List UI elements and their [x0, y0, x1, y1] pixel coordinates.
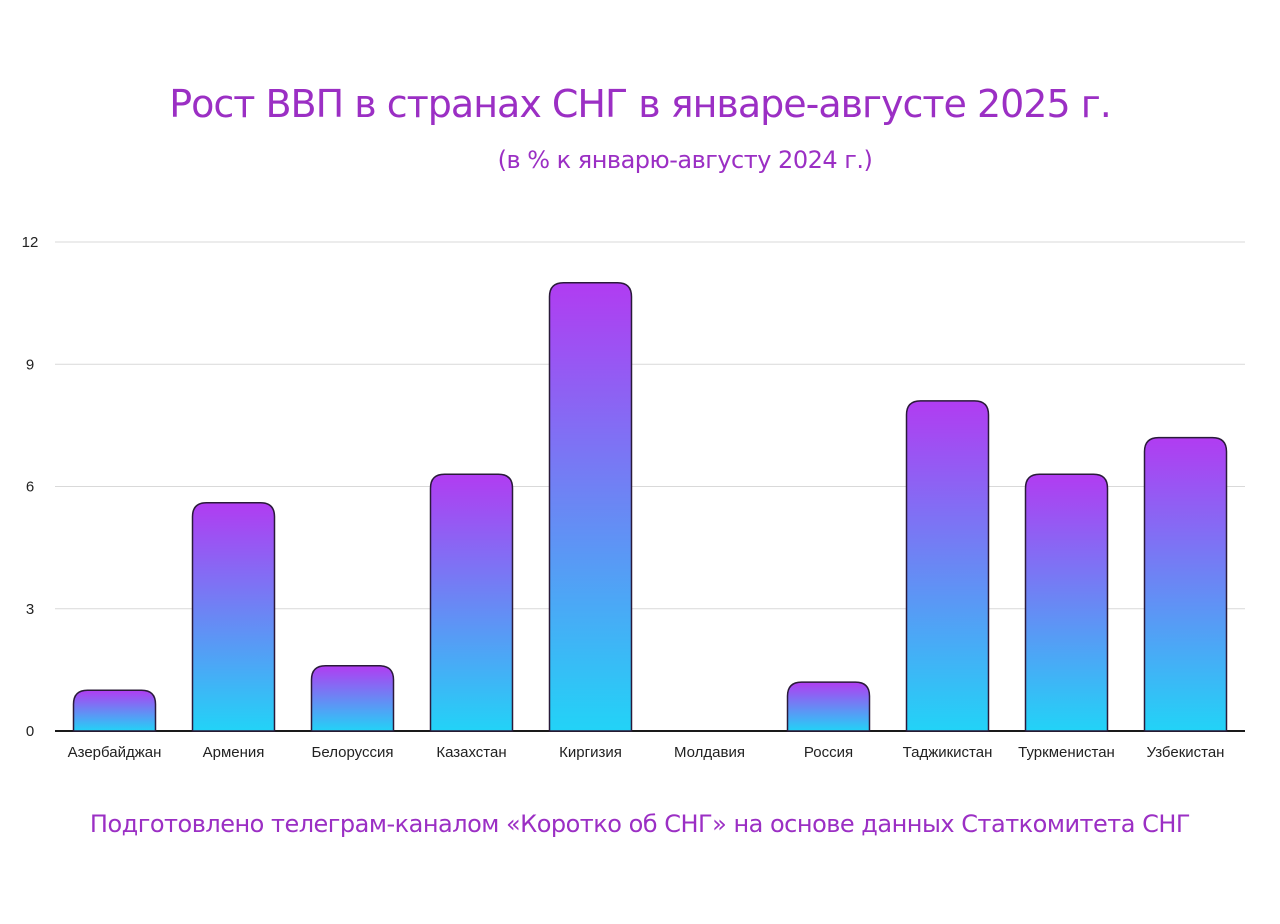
- y-tick-label: 0: [26, 723, 34, 740]
- bar: [905, 400, 990, 732]
- bar: [310, 665, 395, 732]
- y-tick-label: 9: [26, 356, 34, 373]
- source-footer: Подготовлено телеграм-каналом «Коротко о…: [89, 810, 1191, 838]
- x-tick-label: Армения: [203, 744, 265, 761]
- x-tick-label: Белоруссия: [312, 744, 394, 761]
- chart-title: Рост ВВП в странах СНГ в январе-августе …: [169, 82, 1112, 126]
- x-tick-label: Россия: [804, 744, 853, 761]
- x-tick-label: Узбекистан: [1147, 744, 1225, 761]
- bar: [429, 473, 514, 732]
- x-tick-label: Таджикистан: [903, 744, 993, 761]
- bars: [72, 282, 1228, 732]
- bar: [1143, 436, 1228, 732]
- bar: [72, 689, 157, 732]
- bar: [548, 282, 633, 732]
- y-tick-label: 3: [26, 601, 34, 618]
- category-labels: Азербайджан Армения Белоруссия Казахстан Кир…: [68, 744, 1225, 761]
- y-tick-label: 6: [26, 479, 34, 496]
- x-tick-label: Туркменистан: [1018, 744, 1115, 761]
- x-tick-label: Молдавия: [674, 744, 745, 761]
- x-tick-label: Киргизия: [559, 744, 622, 761]
- x-tick-label: Азербайджан: [68, 744, 162, 761]
- bar-chart: 0 3 6 9 12 Азербайджан Армения Белоруссия Казах…: [22, 234, 1245, 761]
- bar: [191, 502, 276, 732]
- x-tick-label: Казахстан: [436, 744, 506, 761]
- bar: [786, 681, 871, 732]
- chart-subtitle: (в % к январю-августу 2024 г.): [497, 146, 873, 174]
- bar: [1024, 473, 1109, 732]
- y-tick-label: 12: [22, 234, 39, 251]
